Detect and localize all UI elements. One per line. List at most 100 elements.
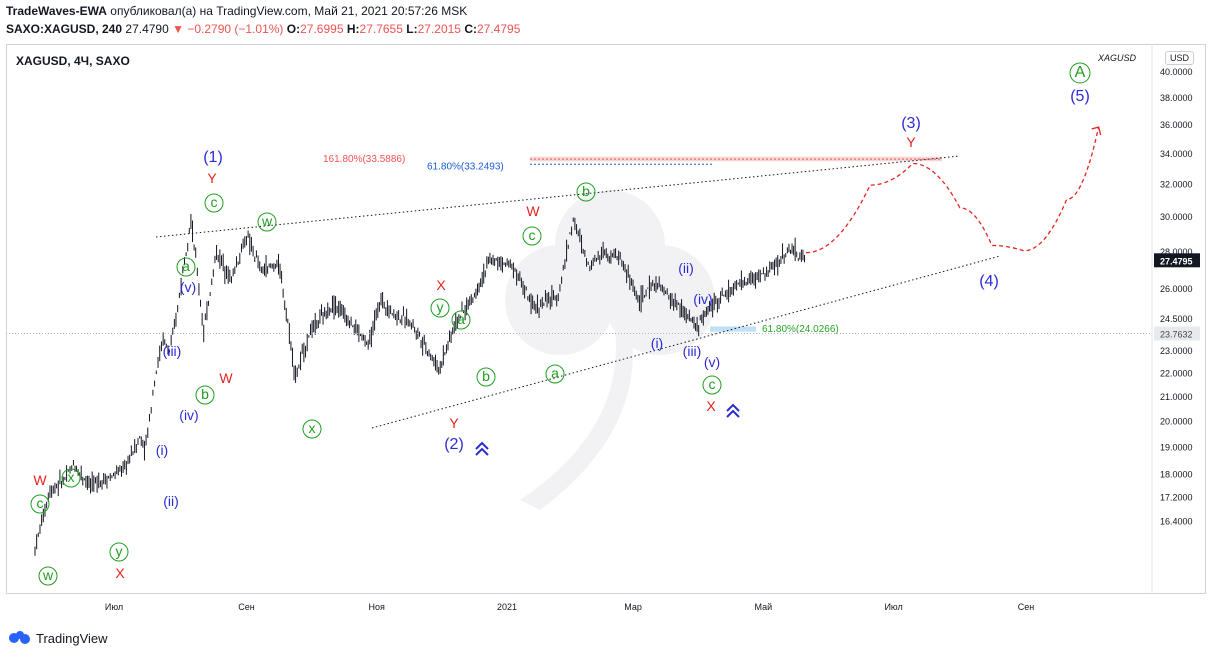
x-tick-label: 2021 xyxy=(497,602,517,612)
y-tick-label: 22.0000 xyxy=(1160,368,1193,378)
y-tick-label: 24.5000 xyxy=(1160,314,1193,324)
wave-circle xyxy=(257,212,277,232)
y-tick-label: 26.0000 xyxy=(1160,284,1193,294)
wave-label: w xyxy=(42,567,54,583)
wave-circle xyxy=(476,367,496,387)
y-tick-label: 18.0000 xyxy=(1160,470,1193,480)
wave-label: X xyxy=(436,277,446,293)
wave-label: (iii) xyxy=(683,343,702,359)
wave-label: (ii) xyxy=(678,260,694,276)
wave-label: (3) xyxy=(901,115,921,132)
current-price-tag xyxy=(1154,253,1200,268)
projection-path xyxy=(806,126,1102,254)
trend-lines xyxy=(155,155,1001,429)
tradingview-footer[interactable]: TradingView xyxy=(6,630,108,646)
wave-label: Y xyxy=(449,415,459,431)
wave-label: (iv) xyxy=(693,291,712,307)
upper-trendline xyxy=(155,155,961,238)
projection-arrowhead xyxy=(1091,126,1102,136)
ticker-label: SAXO:XAGUSD, 240 xyxy=(6,22,123,36)
wave-label: W xyxy=(219,370,233,386)
high-value: 27.7655 xyxy=(359,22,403,36)
double-chevron-up-icon xyxy=(475,403,740,456)
close-label: C: xyxy=(464,22,477,36)
wave-label: (i) xyxy=(651,335,663,351)
x-tick-label: Ноя xyxy=(369,602,386,612)
time-axis[interactable]: Июл Сен Ноя 2021 Мар Май Июл Сен xyxy=(105,602,1034,612)
wave-label: w xyxy=(261,213,273,229)
x-tick-label: Май xyxy=(754,602,772,612)
wave-circle xyxy=(195,385,215,405)
close-value: 27.4795 xyxy=(477,22,521,36)
wave-label: (5) xyxy=(1070,88,1090,105)
y-tick-label: 40.0000 xyxy=(1160,67,1193,77)
chart-frame[interactable] xyxy=(6,44,1206,594)
wave-circle xyxy=(522,226,542,246)
wave-label: x xyxy=(309,420,316,436)
fib-label-red: 161.80%(33.5886) xyxy=(323,154,405,165)
high-label: H: xyxy=(346,22,360,36)
tradingview-logo-icon xyxy=(9,631,30,644)
wave-label: (v) xyxy=(704,354,720,370)
wave-label: (v) xyxy=(180,279,196,295)
current-price-label: 27.4795 xyxy=(1160,256,1193,266)
low-label: L: xyxy=(406,22,418,36)
wave-label: y xyxy=(116,543,123,559)
fib-label-blue: 61.80%(33.2493) xyxy=(427,161,504,172)
price-tags: 27.4795 23.7632 xyxy=(6,253,1200,341)
wave-label: W xyxy=(526,203,540,219)
symbol-watermark: XAGUSD xyxy=(1098,53,1137,63)
level-price-label: 23.7632 xyxy=(1160,330,1193,340)
wave-label: (ii) xyxy=(163,493,179,509)
wave-label: (iv) xyxy=(179,407,198,423)
level-price-tag xyxy=(1154,326,1200,341)
y-tick-label: 32.0000 xyxy=(1160,180,1193,190)
wave-label: c xyxy=(529,227,536,243)
publish-text: опубликовал(а) на TradingView.com, Май 2… xyxy=(110,4,468,18)
chart-symbol-title: XAGUSD, 4Ч, SAXO xyxy=(16,54,130,68)
down-arrow-icon: ▼ xyxy=(172,22,185,36)
wave-label: A xyxy=(1075,64,1086,81)
y-tick-label: 20.0000 xyxy=(1160,416,1193,426)
wave-label: W xyxy=(33,472,47,488)
open-label: O: xyxy=(286,22,301,36)
wave-label: b xyxy=(482,368,490,384)
tradingview-brand: TradingView xyxy=(36,630,108,646)
y-tick-label: 17.2000 xyxy=(1160,492,1193,502)
wave-circle xyxy=(38,566,58,586)
wave-circle xyxy=(176,257,196,277)
currency-button[interactable]: USD xyxy=(1165,51,1195,65)
wave-label: X xyxy=(706,398,716,414)
wave-circle xyxy=(1069,62,1091,84)
wave-circle xyxy=(545,364,565,384)
wave-label: c xyxy=(37,495,44,511)
y-tick-label: 30.0000 xyxy=(1160,212,1193,222)
wave-label: c xyxy=(709,376,716,392)
y-tick-label: 28.0000 xyxy=(1160,247,1193,257)
fib-zone-blue xyxy=(710,326,756,332)
last-price: 27.4790 xyxy=(125,22,169,36)
y-tick-label: 36.0000 xyxy=(1160,120,1193,130)
wave-circle xyxy=(576,182,596,202)
y-tick-label: 21.0000 xyxy=(1160,392,1193,402)
wave-label: (1) xyxy=(203,149,223,166)
author-name[interactable]: TradeWaves-EWA xyxy=(6,4,107,18)
wave-label: a xyxy=(551,365,559,381)
price-axis[interactable]: 40.0000 38.0000 36.0000 34.0000 32.0000 30.00… xyxy=(1160,67,1193,526)
x-tick-label: Июл xyxy=(884,602,902,612)
wave-label: c xyxy=(211,194,218,210)
wave-circle xyxy=(451,310,471,330)
wave-label: Y xyxy=(906,134,916,150)
lower-trendline xyxy=(371,255,1001,429)
low-value: 27.2015 xyxy=(417,22,461,36)
wave-label: b xyxy=(582,183,590,199)
y-tick-label: 19.0000 xyxy=(1160,442,1193,452)
x-tick-label: Июл xyxy=(105,602,123,612)
y-tick-label: 16.4000 xyxy=(1160,516,1193,526)
open-value: 27.6995 xyxy=(300,22,344,36)
x-tick-label: Сен xyxy=(1018,602,1035,612)
wave-labels: WcxyXw(ii)(i)(iv)(iii)bW(v)acY(1)wxXyabY… xyxy=(30,62,1091,586)
wave-circle xyxy=(30,494,50,514)
y-tick-label: 34.0000 xyxy=(1160,149,1193,159)
